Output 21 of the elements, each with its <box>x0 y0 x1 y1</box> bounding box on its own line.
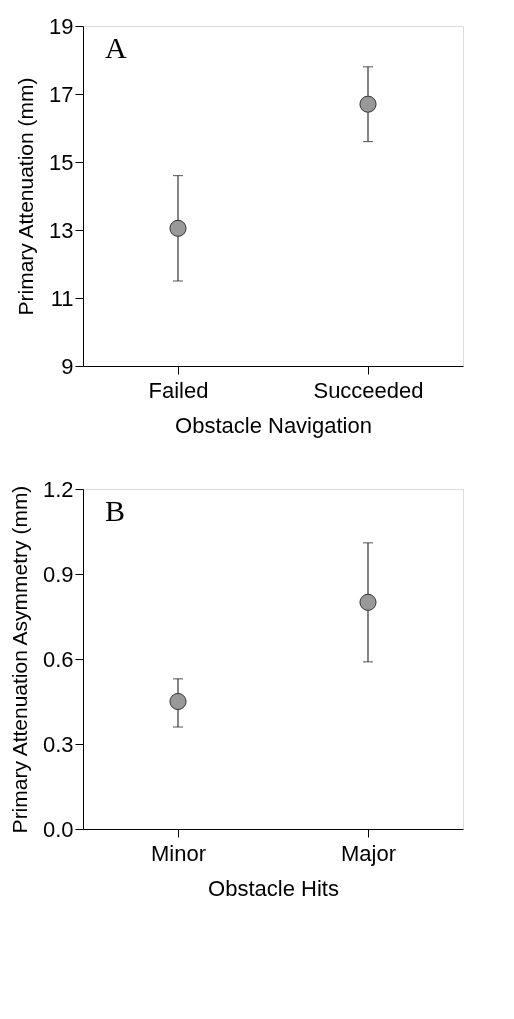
y-tick-label: 0.9 <box>42 561 74 587</box>
y-tick-label: 19 <box>49 13 74 39</box>
y-tick-label: 9 <box>61 353 74 379</box>
annotation: A <box>105 31 127 64</box>
x-axis-title: Obstacle Hits <box>208 875 339 901</box>
y-tick-label: 15 <box>49 149 74 175</box>
y-tick-label: 0.3 <box>42 731 74 757</box>
y-axis-title: Primary Attenuation Asymmetry (mm) <box>7 485 31 834</box>
x-tick-label: Minor <box>150 840 207 866</box>
y-tick-label: 0.6 <box>42 646 74 672</box>
y-tick-label: 1.2 <box>42 476 74 502</box>
y-tick-label: 17 <box>49 81 74 107</box>
x-tick-label: Failed <box>148 377 209 403</box>
x-axis-title: Obstacle Navigation <box>175 412 372 438</box>
annotation: B <box>105 494 126 527</box>
x-tick-label: Major <box>340 840 397 866</box>
y-axis-title: Primary Attenuation (mm) <box>14 77 38 316</box>
y-tick-label: 0.0 <box>42 816 74 842</box>
y-tick-label: 13 <box>49 217 74 243</box>
y-tick-label: 11 <box>50 285 74 311</box>
x-tick-label: Succeeded <box>313 377 424 403</box>
